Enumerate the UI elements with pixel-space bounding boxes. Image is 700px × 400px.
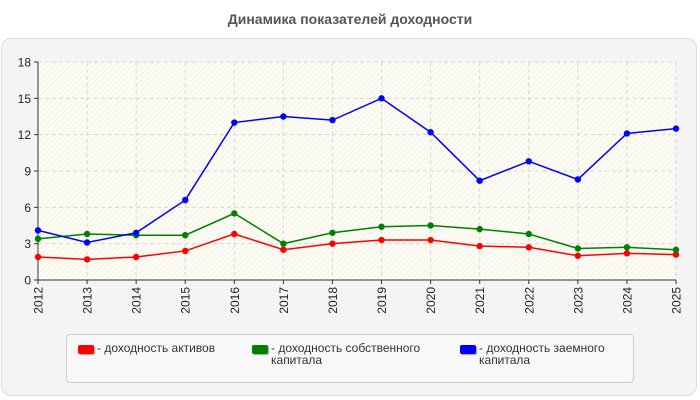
data-point	[83, 230, 91, 238]
data-point	[329, 229, 336, 236]
data-point	[427, 129, 434, 136]
x-tick-label: 2024	[620, 287, 634, 314]
data-point	[525, 158, 532, 165]
y-tick-label: 0	[24, 274, 31, 288]
legend-label-line2: капитала	[271, 353, 323, 367]
data-point	[329, 116, 336, 124]
series-0	[34, 230, 680, 263]
data-point	[623, 250, 631, 257]
x-tick-label: 2021	[473, 287, 487, 314]
data-point	[280, 246, 287, 253]
data-point	[280, 240, 287, 247]
legend-item-assets: - доходность активов	[78, 342, 215, 354]
legend-swatch-red	[78, 345, 94, 354]
data-point	[672, 246, 680, 253]
x-tick-label: 2012	[32, 287, 46, 314]
data-point	[427, 236, 434, 244]
x-tick-label: 2015	[179, 287, 193, 314]
series-line	[37, 97, 677, 244]
x-tick-label: 2017	[277, 287, 291, 314]
data-point	[182, 247, 189, 255]
axes	[34, 61, 677, 284]
data-point	[623, 244, 631, 251]
data-point	[525, 244, 532, 251]
y-tick-labels: 0 3 6 9 12 15 18	[18, 56, 32, 288]
y-tick-label: 3	[24, 237, 31, 251]
series-line	[37, 212, 677, 251]
y-tick-label: 6	[24, 201, 31, 215]
data-point	[672, 251, 680, 258]
data-point	[476, 225, 483, 233]
y-tick-label: 12	[18, 128, 32, 142]
data-point	[574, 245, 582, 252]
x-tick-label: 2025	[670, 287, 684, 314]
x-tick-label: 2016	[228, 287, 242, 314]
data-point	[476, 242, 483, 250]
data-point	[231, 210, 238, 217]
data-point	[476, 177, 483, 184]
legend: - доходность активов - доходность собств…	[66, 334, 634, 383]
data-point	[574, 252, 582, 259]
data-point	[34, 227, 42, 234]
series-2	[34, 95, 680, 246]
data-point	[34, 253, 42, 261]
x-tick-label: 2018	[326, 287, 340, 314]
series-1	[34, 210, 680, 253]
x-tick-label: 2023	[571, 287, 585, 314]
x-tick-labels: 2012 2013 2014 2015 2016 2017 2018 2019 2020 2021…	[32, 287, 684, 314]
data-point	[83, 239, 91, 246]
y-tick-label: 18	[18, 56, 32, 70]
data-point	[83, 256, 91, 263]
data-point	[132, 229, 140, 236]
data-point	[378, 223, 385, 230]
y-tick-label: 15	[18, 92, 32, 106]
legend-item-debt: - доходность заемного капитала	[460, 342, 605, 366]
series-layer	[34, 95, 680, 263]
data-point	[280, 113, 287, 120]
data-point	[231, 230, 238, 238]
data-point	[132, 253, 140, 261]
data-point	[525, 230, 532, 238]
legend-item-equity: - доходность собственного капитала	[252, 342, 420, 366]
legend-label-line1: - доходность собственного	[271, 341, 421, 355]
data-point	[182, 196, 189, 204]
legend-label-line2: капитала	[479, 353, 531, 367]
data-point	[623, 130, 631, 137]
data-point	[329, 240, 336, 247]
x-tick-label: 2019	[375, 287, 389, 314]
data-point	[231, 119, 238, 126]
legend-label-line1: - доходность заемного	[479, 341, 605, 355]
data-point	[574, 176, 582, 183]
x-tick-label: 2014	[130, 287, 144, 314]
y-tick-label: 9	[24, 165, 31, 179]
data-point	[427, 222, 434, 229]
data-point	[672, 125, 680, 132]
series-line	[37, 233, 677, 261]
data-point	[378, 236, 385, 244]
x-tick-label: 2022	[522, 287, 536, 314]
data-point	[182, 231, 189, 239]
data-point	[34, 235, 42, 243]
data-point	[378, 95, 385, 102]
legend-swatch-blue	[460, 345, 476, 354]
legend-label: - доходность активов	[97, 341, 216, 355]
grid-lines	[38, 61, 677, 280]
legend-swatch-green	[252, 345, 268, 354]
x-tick-label: 2013	[81, 287, 95, 314]
x-tick-label: 2020	[424, 287, 438, 314]
chart-title: Динамика показателей доходности	[227, 11, 473, 27]
